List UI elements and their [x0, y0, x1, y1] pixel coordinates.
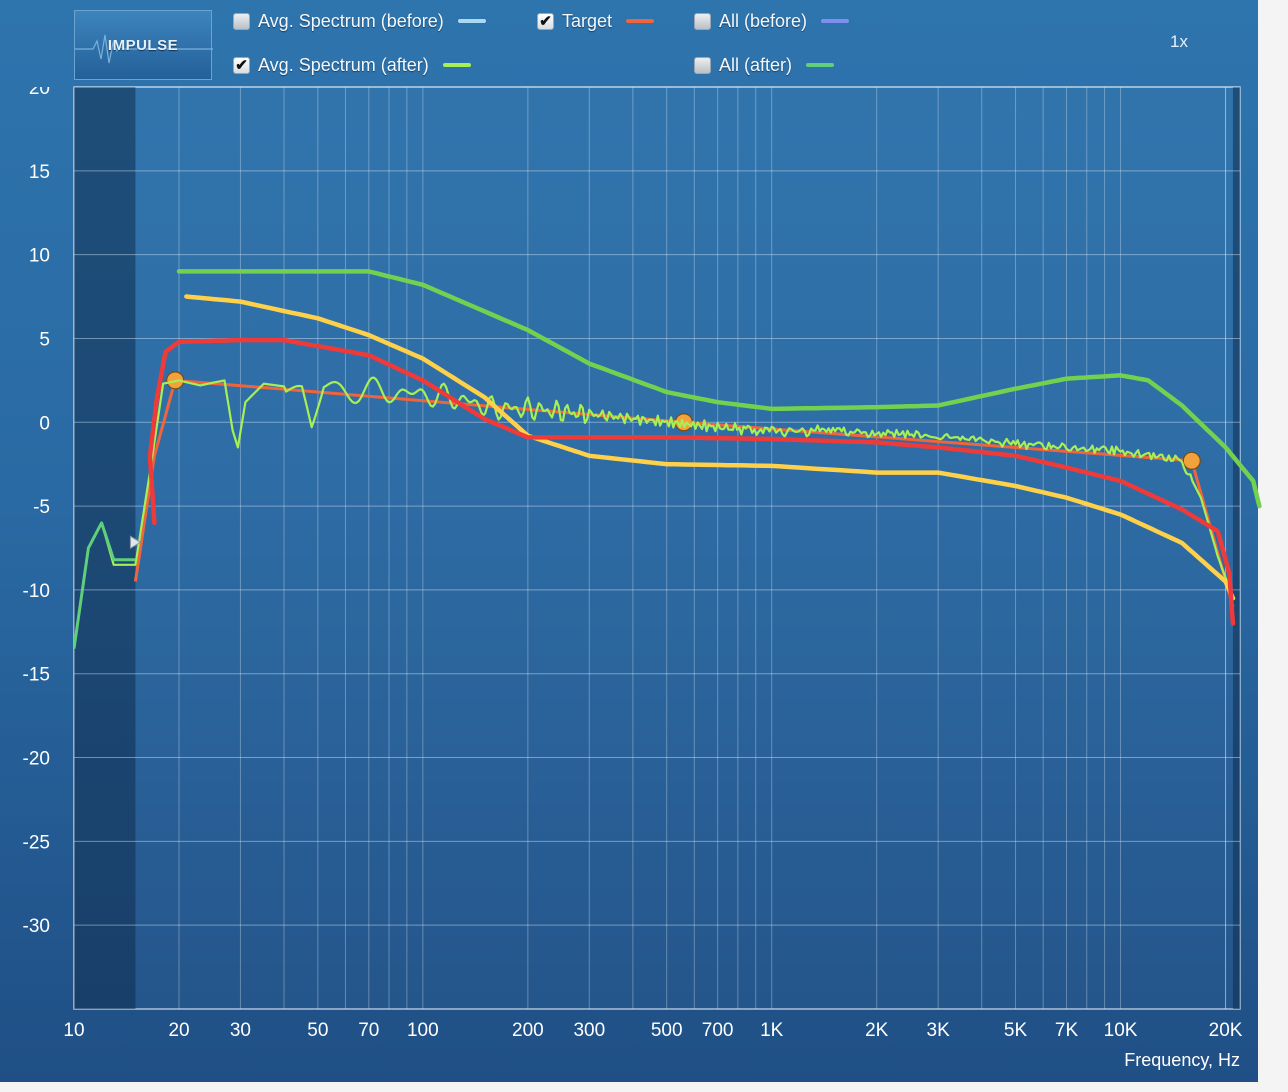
avg-after-checkbox[interactable]: ✔: [233, 56, 250, 74]
zoom-level[interactable]: 1x: [1170, 32, 1188, 51]
x-tick-label: 50: [307, 1020, 328, 1041]
plot-grid: [73, 86, 1241, 1010]
region-edge-handle: [129, 535, 142, 550]
legend-label: All (before): [719, 10, 808, 31]
target-check-icon: ✔: [539, 12, 552, 30]
y-tick-label: 10: [29, 246, 50, 267]
legend-avg-spectrum-after[interactable]: ✔ Avg. Spectrum (after): [233, 53, 471, 77]
y-tick-label: -10: [23, 581, 50, 602]
x-tick-label: 3K: [927, 1020, 951, 1041]
legend-label: Avg. Spectrum (before): [258, 10, 444, 31]
x-tick-label: 20: [168, 1020, 189, 1041]
impulse-wave-icon: [75, 34, 213, 64]
background-strip: [1258, 0, 1288, 1092]
legend-label: Target: [562, 10, 613, 31]
y-tick-label: 5: [39, 329, 50, 350]
legend-swatch: [457, 19, 486, 23]
annotation-curve: [176, 269, 1262, 509]
eq-window: IMPULSE Avg. Spectrum (before) ✔ Target …: [0, 0, 1258, 1082]
x-axis-title: Frequency, Hz: [1124, 1050, 1240, 1070]
legend-all-before[interactable]: All (before): [694, 9, 850, 33]
x-tick-label: 7K: [1055, 1020, 1079, 1041]
legend-swatch: [626, 19, 655, 23]
all-after-checkbox[interactable]: [694, 56, 711, 74]
annotation-curve: [147, 337, 1236, 626]
x-tick-label: 200: [512, 1020, 544, 1041]
legend-target[interactable]: ✔ Target: [537, 9, 655, 33]
series-line: [74, 521, 137, 649]
excluded-region-low: [74, 87, 136, 1009]
x-tick-label: 500: [651, 1020, 683, 1041]
excluded-region-high: [1232, 87, 1240, 1009]
annotation-curve: [184, 294, 1236, 601]
x-tick-label: 300: [573, 1020, 605, 1041]
legend-swatch: [442, 63, 471, 67]
x-tick-label: 20K: [1209, 1020, 1243, 1041]
y-tick-label: -20: [23, 749, 50, 770]
series-avg-spectrum-after-: [74, 376, 1235, 649]
legend-swatch: [806, 63, 835, 67]
y-tick-label: 0: [39, 413, 50, 434]
plot-frame: [73, 86, 1241, 1010]
x-tick-label: 30: [230, 1020, 251, 1041]
impulse-button-label: IMPULSE: [107, 37, 179, 54]
avg-before-checkbox[interactable]: [233, 12, 250, 30]
legend-all-after[interactable]: All (after): [694, 53, 835, 77]
target-checkbox[interactable]: ✔: [537, 12, 554, 30]
x-tick-label: 10: [63, 1020, 84, 1041]
legend-label: All (after): [719, 54, 793, 75]
x-tick-label: 700: [702, 1020, 734, 1041]
avg-after-check-icon: ✔: [235, 56, 248, 74]
x-tick-label: 10K: [1104, 1020, 1138, 1041]
plot-marks: [74, 269, 1262, 649]
y-tick-label: -25: [23, 832, 50, 853]
series-line: [74, 376, 1235, 649]
legend-avg-spectrum-before[interactable]: Avg. Spectrum (before): [233, 9, 486, 33]
legend-swatch: [821, 19, 850, 23]
y-tick-label: -15: [23, 665, 50, 686]
all-before-checkbox[interactable]: [694, 12, 711, 30]
x-tick-label: 1K: [760, 1020, 784, 1041]
x-tick-label: 70: [358, 1020, 379, 1041]
y-tick-label: 20: [29, 78, 50, 99]
y-tick-label: -30: [23, 916, 50, 937]
y-tick-label: -5: [33, 497, 50, 518]
x-tick-label: 100: [407, 1020, 439, 1041]
series-all-after-: [74, 521, 137, 649]
impulse-button[interactable]: IMPULSE: [74, 10, 213, 80]
x-tick-label: 5K: [1004, 1020, 1028, 1041]
target-handle: [1182, 451, 1201, 470]
x-tick-label: 2K: [865, 1020, 889, 1041]
legend-label: Avg. Spectrum (after): [258, 54, 429, 75]
y-tick-label: 15: [29, 162, 50, 183]
